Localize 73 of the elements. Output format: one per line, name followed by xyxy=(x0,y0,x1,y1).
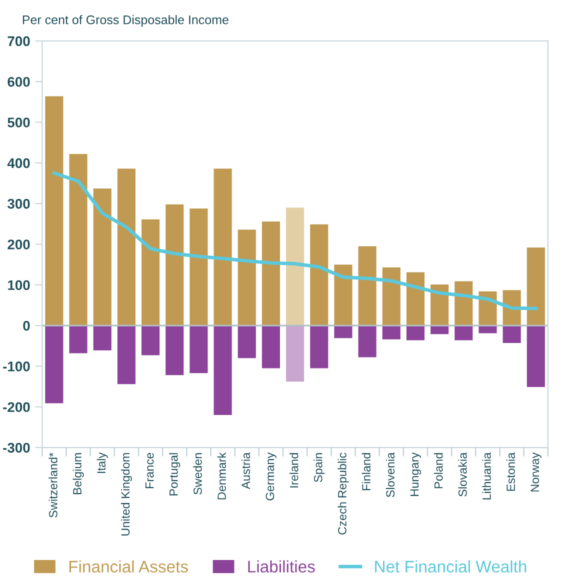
bar xyxy=(502,326,521,344)
bar xyxy=(190,208,208,326)
y-tick-label: 400 xyxy=(7,158,30,168)
bar xyxy=(45,326,64,404)
legend-label: Liabilities xyxy=(248,560,315,573)
x-tick-label: Estonia xyxy=(506,452,515,491)
bar xyxy=(382,326,400,340)
bar xyxy=(142,326,160,356)
bar xyxy=(166,326,184,376)
bar xyxy=(406,272,425,326)
bar xyxy=(358,246,376,326)
bar xyxy=(166,204,184,326)
x-tick-label: Denmark xyxy=(217,452,226,500)
bar xyxy=(262,326,280,368)
x-tick-label: France xyxy=(145,452,154,488)
y-axis-title: Per cent of Gross Disposable Income xyxy=(22,15,228,27)
y-tick-label: 100 xyxy=(8,280,30,290)
y-tick-label: 700 xyxy=(8,36,30,46)
legend-label: Net Financial Wealth xyxy=(375,560,526,573)
y-tick-label: 300 xyxy=(7,198,30,209)
bar xyxy=(69,154,88,326)
bar xyxy=(45,96,64,326)
bar xyxy=(526,326,545,387)
bar xyxy=(238,230,256,326)
x-tick-label: Slovakia xyxy=(458,452,467,496)
bar xyxy=(238,326,256,358)
y-tick-label: -100 xyxy=(3,362,30,372)
x-tick-label: Ireland xyxy=(290,453,298,488)
x-tick-label: Hungary xyxy=(410,452,421,496)
x-tick-label: Italy xyxy=(96,452,108,473)
x-tick-label: Austria xyxy=(241,452,250,490)
y-tick-label: 500 xyxy=(8,118,30,128)
bar xyxy=(358,326,376,358)
x-tick-label: Spain xyxy=(314,453,325,482)
bar xyxy=(190,326,208,374)
bar xyxy=(310,224,328,326)
x-tick-label: Finland xyxy=(362,453,370,490)
x-tick-label: Sweden xyxy=(193,453,202,495)
bar xyxy=(214,168,232,326)
bar xyxy=(286,208,304,326)
bar xyxy=(334,326,352,338)
x-tick-label: Lithuania xyxy=(482,452,491,500)
bar xyxy=(526,247,545,326)
y-tick-label: 0 xyxy=(23,320,30,331)
bar xyxy=(93,326,112,350)
y-tick-label: 600 xyxy=(8,76,30,87)
x-tick-label: Norway xyxy=(530,452,542,492)
bar xyxy=(117,168,136,326)
line-series xyxy=(52,171,538,310)
legend-label: Financial Assets xyxy=(69,560,188,573)
bar xyxy=(382,267,400,326)
bar xyxy=(262,221,280,326)
x-tick-label: Switzerland* xyxy=(48,452,58,518)
bar xyxy=(454,326,473,340)
bar xyxy=(334,264,352,326)
bar xyxy=(69,326,88,354)
bar xyxy=(117,326,136,384)
y-tick-label: -300 xyxy=(3,442,30,453)
bar xyxy=(286,326,304,382)
x-tick-label: Poland xyxy=(434,453,443,488)
x-tick-label: Portugal xyxy=(169,453,180,496)
x-tick-label: Slovenia xyxy=(386,452,395,498)
bar xyxy=(310,326,328,368)
x-tick-label: United Kingdom xyxy=(120,453,132,536)
bar xyxy=(93,188,112,326)
y-tick-label: -200 xyxy=(3,402,30,412)
bar xyxy=(142,219,160,326)
bar xyxy=(214,326,232,415)
x-tick-label: Belgium xyxy=(72,453,84,494)
x-tick-label: Czech Republic xyxy=(338,452,349,534)
y-tick-label: 200 xyxy=(8,240,30,250)
bar xyxy=(406,326,425,340)
x-tick-label: Germany xyxy=(266,452,276,500)
